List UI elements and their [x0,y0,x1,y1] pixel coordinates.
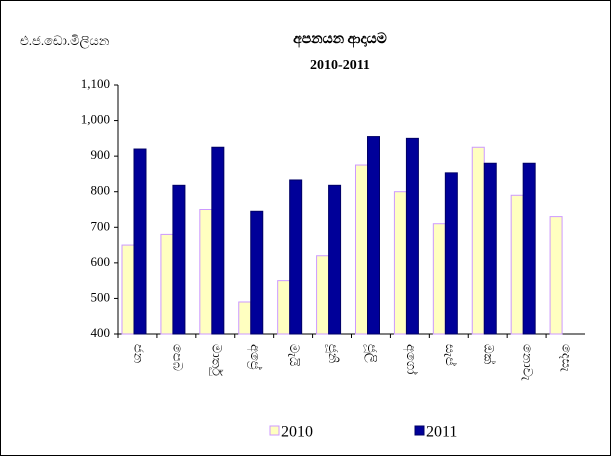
legend-label: 2010 [281,424,313,441]
x-tick-label: ජූනි [325,344,341,364]
x-tick-label: ජන [131,344,146,364]
bar [133,148,147,335]
x-tick-label: මැයි [287,344,302,367]
x-tick-label: නොවැ [521,344,536,381]
legend-swatch [414,425,425,436]
bar [328,184,342,335]
x-tick-label: මාර්තු [208,344,224,376]
bar [432,223,446,335]
y-tick-label: 1,100 [81,76,110,91]
y-tick-label: 1,000 [81,112,110,127]
y-tick-label: 900 [91,147,111,162]
bar [393,191,407,335]
x-tick-label: දෙසැ [559,344,575,372]
bar [316,255,330,335]
chart-subtitle: 2010-2011 [310,58,370,73]
bar [121,244,135,335]
bar [444,172,458,335]
bar [199,209,213,335]
bar [355,164,368,335]
x-tick-label: අගෝ [403,344,419,374]
y-unit-label: එ.ජ.ඩො.මිලියන [20,33,110,49]
x-tick-label: සැප් [443,344,458,366]
y-tick-label: 500 [91,289,111,304]
bar [471,146,485,335]
x-tick-label: අප්‍රේ [247,344,263,370]
bar [483,162,497,335]
bar [238,301,252,335]
y-tick-label: 700 [91,218,111,233]
legend-label: 2011 [426,424,457,441]
x-tick-label: පෙබ [170,344,185,371]
bar [250,210,264,335]
bar [160,233,174,335]
bar [277,280,291,335]
bar [510,194,524,335]
bar [405,137,419,335]
bar [522,162,536,335]
bar [367,136,380,335]
y-tick-label: 600 [91,254,111,269]
y-tick-label: 400 [91,325,111,340]
bar [289,179,303,335]
bar [549,216,563,335]
legend-swatch [269,425,280,436]
x-tick-label: ජූලි [364,344,380,363]
bar [211,146,225,335]
chart-title: අපනයන ආදායම [293,31,387,48]
x-tick-label: ඔක් [482,344,497,365]
bar [172,184,186,335]
y-tick-label: 800 [91,183,111,198]
